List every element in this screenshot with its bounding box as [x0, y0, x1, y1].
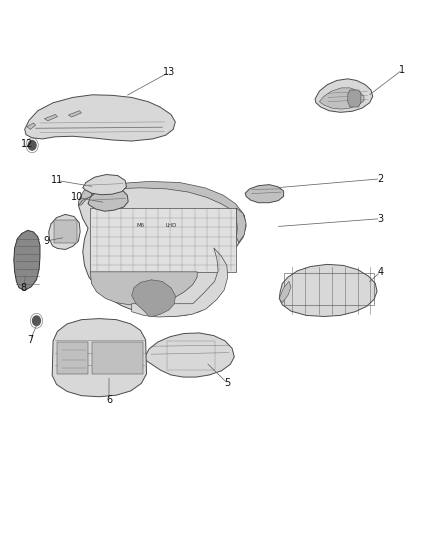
Text: 7: 7 [27, 335, 34, 345]
Polygon shape [245, 184, 284, 203]
Polygon shape [348, 90, 361, 107]
Polygon shape [92, 342, 143, 374]
Polygon shape [145, 333, 234, 377]
Polygon shape [14, 230, 40, 290]
Polygon shape [83, 174, 127, 195]
Text: 2: 2 [378, 174, 384, 184]
Polygon shape [279, 281, 291, 303]
Polygon shape [78, 182, 246, 317]
Polygon shape [25, 95, 175, 141]
Text: M6: M6 [136, 223, 145, 228]
Circle shape [28, 141, 36, 150]
Polygon shape [44, 115, 57, 121]
Polygon shape [49, 214, 80, 249]
Polygon shape [315, 79, 373, 112]
Polygon shape [90, 272, 197, 305]
Polygon shape [132, 280, 175, 317]
Polygon shape [57, 342, 88, 374]
Text: 8: 8 [20, 283, 26, 293]
Polygon shape [52, 319, 147, 397]
Text: 12: 12 [21, 139, 33, 149]
Text: 5: 5 [225, 378, 231, 389]
Text: LHD: LHD [165, 223, 177, 228]
Text: 4: 4 [378, 267, 384, 277]
Polygon shape [132, 248, 228, 317]
Polygon shape [78, 181, 244, 241]
Polygon shape [27, 123, 35, 130]
Circle shape [32, 316, 40, 326]
Text: 9: 9 [43, 236, 49, 246]
Text: 11: 11 [50, 175, 63, 185]
Text: 1: 1 [399, 65, 406, 75]
Polygon shape [279, 264, 377, 317]
Polygon shape [88, 188, 128, 211]
Polygon shape [78, 183, 92, 205]
Text: 6: 6 [106, 395, 112, 406]
Text: 13: 13 [162, 68, 175, 77]
Polygon shape [90, 208, 237, 272]
Polygon shape [68, 111, 81, 117]
Text: 10: 10 [71, 192, 83, 203]
Polygon shape [237, 208, 246, 243]
Text: 3: 3 [378, 214, 384, 224]
Polygon shape [319, 88, 364, 109]
Polygon shape [54, 220, 77, 243]
